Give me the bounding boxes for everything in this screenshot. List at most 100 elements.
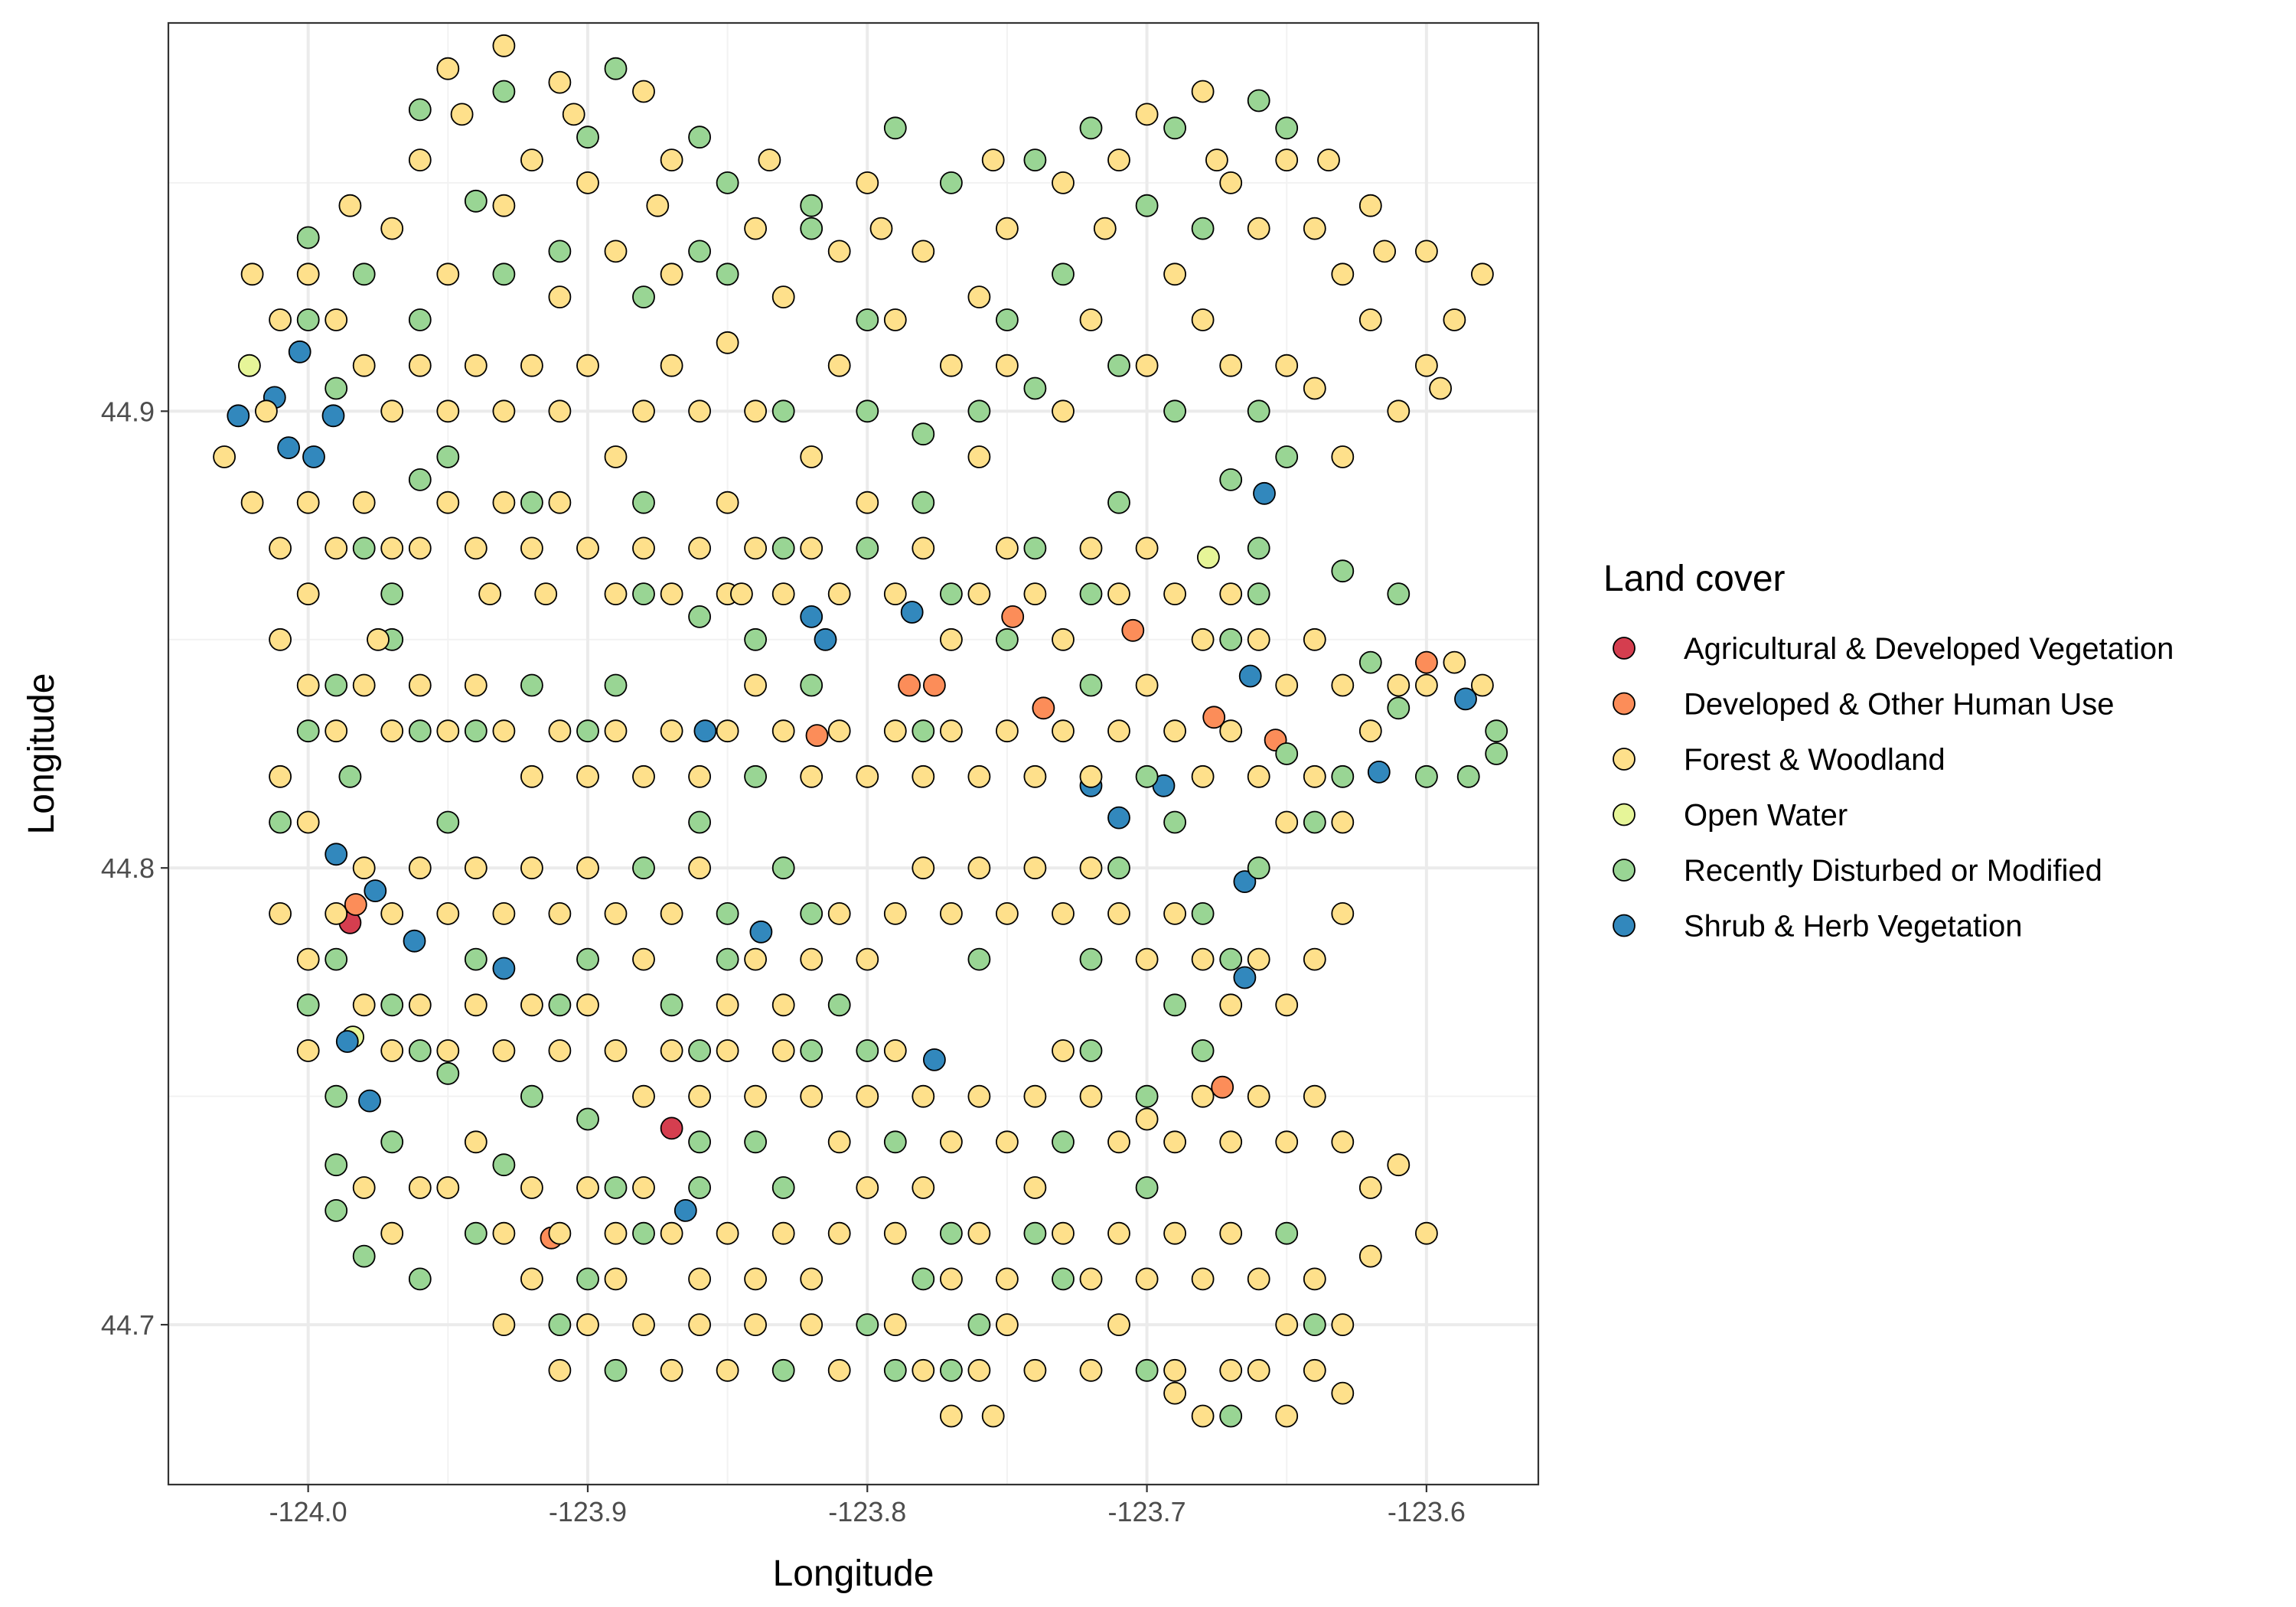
data-point: [1247, 627, 1270, 651]
data-point: [240, 262, 264, 286]
x-tick-label: -123.6: [1388, 1496, 1466, 1527]
data-point: [1247, 217, 1270, 240]
data-point: [856, 1084, 879, 1108]
data-point: [1163, 1381, 1186, 1405]
data-point: [800, 194, 823, 217]
data-point: [1023, 1221, 1047, 1245]
data-point: [1107, 856, 1130, 880]
x-tick-label: -124.0: [269, 1496, 347, 1527]
data-point: [1415, 1221, 1438, 1245]
data-point: [1303, 376, 1326, 400]
data-point: [632, 285, 655, 309]
data-point: [940, 171, 963, 194]
data-point: [269, 627, 292, 651]
data-point: [344, 893, 367, 916]
data-point: [1303, 627, 1326, 651]
data-point: [352, 354, 376, 377]
data-point: [1331, 262, 1355, 286]
data-point: [604, 719, 628, 743]
data-point: [1303, 810, 1326, 834]
data-point: [1219, 993, 1243, 1017]
data-point: [744, 947, 767, 971]
data-point: [883, 719, 907, 743]
data-point: [1163, 902, 1186, 925]
data-point: [912, 1358, 935, 1382]
data-point: [800, 902, 823, 925]
data-point: [869, 217, 893, 240]
data-point: [1107, 582, 1130, 605]
legend-label: Shrub & Herb Vegetation: [1684, 910, 2023, 944]
data-point: [408, 856, 432, 880]
data-point: [883, 308, 907, 331]
data-point: [1485, 742, 1508, 765]
data-point: [1238, 664, 1262, 688]
data-point: [1107, 719, 1130, 743]
data-point: [856, 1039, 879, 1062]
data-point: [771, 399, 795, 423]
data-point: [912, 491, 935, 514]
data-point: [534, 582, 558, 605]
data-point: [883, 1313, 907, 1336]
data-point: [1387, 399, 1411, 423]
data-point: [604, 57, 628, 80]
data-point: [358, 1089, 381, 1113]
data-point: [1429, 376, 1452, 400]
data-point: [688, 1130, 711, 1154]
data-point: [364, 879, 387, 902]
data-point: [688, 1176, 711, 1199]
data-point: [436, 57, 460, 80]
data-point: [771, 536, 795, 560]
data-point: [1163, 582, 1186, 605]
data-point: [632, 856, 655, 880]
data-point: [1191, 308, 1215, 331]
data-point: [576, 1107, 599, 1131]
data-point: [800, 536, 823, 560]
data-point: [996, 719, 1019, 743]
data-point: [492, 262, 516, 286]
data-point: [403, 929, 426, 953]
data-point: [408, 1176, 432, 1199]
data-point: [604, 1267, 628, 1291]
data-point: [520, 491, 543, 514]
data-point: [996, 1267, 1019, 1291]
data-point: [1247, 1358, 1270, 1382]
data-point: [940, 582, 963, 605]
data-point: [688, 856, 711, 880]
data-point: [548, 1313, 572, 1336]
data-point: [604, 1221, 628, 1245]
data-point: [716, 947, 739, 971]
data-point: [1023, 148, 1047, 172]
data-point: [716, 491, 739, 514]
data-point: [856, 399, 879, 423]
data-point: [1052, 1130, 1075, 1154]
data-point: [660, 1358, 683, 1382]
data-point: [380, 536, 404, 560]
data-point: [883, 582, 907, 605]
data-point: [632, 947, 655, 971]
legend-label: Developed & Other Human Use: [1684, 688, 2115, 722]
data-point: [771, 1221, 795, 1245]
data-point: [325, 719, 348, 743]
data-point: [771, 285, 795, 309]
data-point: [1219, 947, 1243, 971]
legend-key: [1613, 859, 1636, 882]
panel-border: [167, 21, 1540, 1486]
data-point: [940, 354, 963, 377]
data-point: [688, 1084, 711, 1108]
data-point: [576, 719, 599, 743]
legend-label: Open Water: [1684, 799, 1848, 833]
data-point: [800, 217, 823, 240]
data-point: [436, 399, 460, 423]
x-tick-label: -123.8: [828, 1496, 906, 1527]
data-point: [408, 354, 432, 377]
data-point: [1135, 1107, 1159, 1131]
y-axis: 44.7 44.8 44.9: [101, 396, 168, 1341]
data-point: [632, 1313, 655, 1336]
data-point: [1135, 1176, 1159, 1199]
y-tick-label: 44.8: [101, 852, 155, 884]
data-point: [688, 764, 711, 788]
data-point: [967, 399, 991, 423]
data-point: [576, 1313, 599, 1336]
data-point: [827, 1130, 851, 1154]
data-point: [1079, 673, 1103, 697]
